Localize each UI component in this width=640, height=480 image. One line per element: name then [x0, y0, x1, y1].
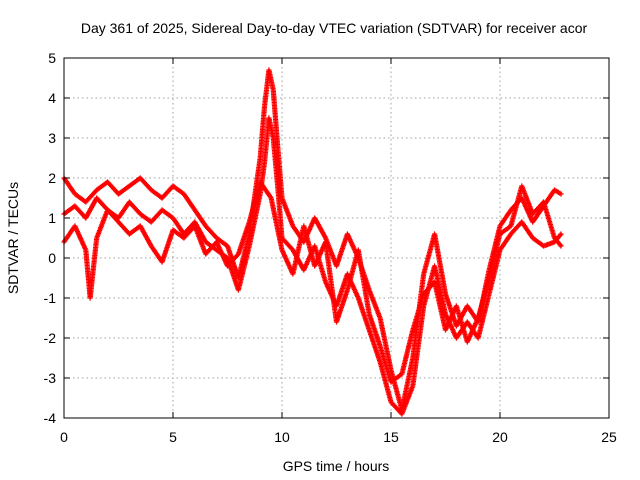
- y-tick-label: 3: [48, 130, 56, 146]
- y-tick-label: -3: [44, 370, 57, 386]
- x-tick-label: 20: [492, 429, 508, 445]
- data-point: [558, 243, 564, 249]
- series-3: [61, 179, 564, 385]
- y-axis-label: SDTVAR / TECUs: [5, 182, 21, 294]
- x-tick-label: 0: [60, 429, 68, 445]
- y-tick-label: 2: [48, 170, 56, 186]
- y-tick-label: 1: [48, 210, 56, 226]
- x-tick-label: 5: [169, 429, 177, 445]
- chart-title: Day 361 of 2025, Sidereal Day-to-day VTE…: [81, 20, 588, 36]
- y-tick-label: -1: [44, 290, 57, 306]
- x-tick-label: 15: [383, 429, 399, 445]
- series-1: [61, 67, 564, 413]
- y-tick-label: 4: [48, 90, 56, 106]
- x-tick-label: 25: [601, 429, 617, 445]
- axes: 0 5 10 15 20 25 -4 -3 -2 -1 0 1 2 3 4 5: [44, 50, 617, 445]
- data-point: [558, 191, 564, 197]
- y-tick-label: -2: [44, 330, 57, 346]
- series-2: [61, 115, 564, 417]
- data-point: [558, 231, 564, 237]
- y-tick-label: 5: [48, 50, 56, 66]
- x-tick-label: 10: [274, 429, 290, 445]
- y-tick-label: 0: [48, 250, 56, 266]
- plot-frame: [63, 57, 610, 419]
- x-axis-label: GPS time / hours: [283, 458, 390, 474]
- data-points: [61, 67, 564, 417]
- y-tick-label: -4: [44, 410, 57, 426]
